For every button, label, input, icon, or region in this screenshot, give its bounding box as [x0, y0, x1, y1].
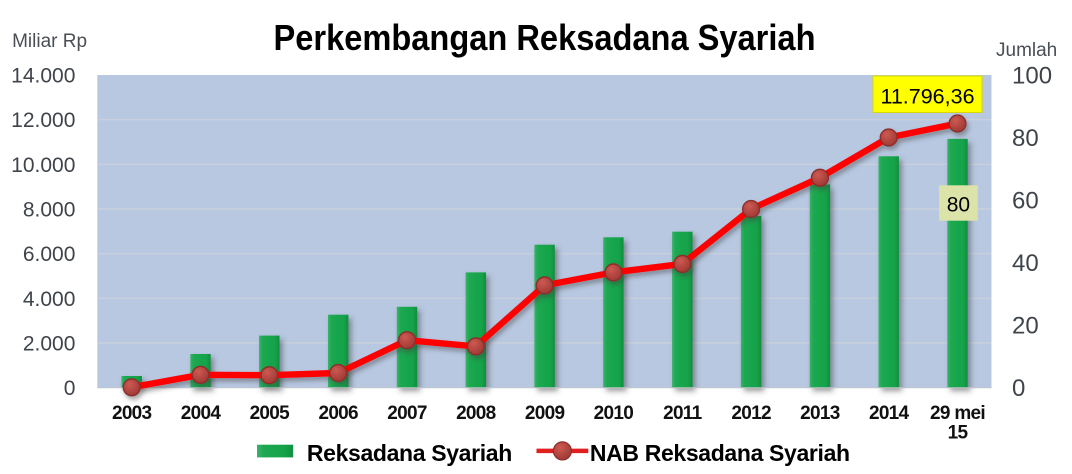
- svg-text:2009: 2009: [525, 403, 565, 424]
- svg-text:12.000: 12.000: [11, 109, 75, 132]
- svg-text:2011: 2011: [663, 403, 703, 424]
- svg-text:2003: 2003: [112, 403, 152, 424]
- svg-text:2014: 2014: [869, 403, 910, 424]
- svg-text:NAB Reksadana Syariah: NAB Reksadana Syariah: [590, 440, 850, 466]
- svg-text:2005: 2005: [250, 403, 291, 424]
- svg-text:2010: 2010: [594, 403, 634, 424]
- svg-text:2.000: 2.000: [23, 332, 76, 355]
- svg-text:Miliar Rp: Miliar Rp: [12, 31, 87, 52]
- svg-text:60: 60: [1012, 187, 1039, 214]
- svg-text:2006: 2006: [318, 403, 358, 424]
- svg-text:11.796,36: 11.796,36: [880, 85, 974, 109]
- svg-text:80: 80: [1012, 125, 1039, 152]
- svg-text:Jumlah: Jumlah: [996, 40, 1057, 61]
- svg-text:Reksadana Syariah: Reksadana Syariah: [307, 440, 512, 466]
- svg-text:2004: 2004: [181, 403, 222, 424]
- svg-text:2007: 2007: [387, 403, 427, 424]
- svg-text:20: 20: [1012, 313, 1039, 340]
- svg-text:2013: 2013: [800, 403, 840, 424]
- svg-text:15: 15: [948, 423, 969, 444]
- svg-text:100: 100: [1012, 62, 1052, 89]
- svg-text:40: 40: [1012, 250, 1039, 277]
- svg-text:10.000: 10.000: [11, 154, 75, 177]
- svg-text:0: 0: [64, 377, 76, 400]
- svg-text:8.000: 8.000: [23, 199, 76, 222]
- svg-text:0: 0: [1012, 375, 1025, 402]
- svg-text:80: 80: [947, 193, 970, 216]
- svg-text:6.000: 6.000: [23, 243, 76, 266]
- svg-text:29 mei: 29 mei: [930, 403, 985, 424]
- svg-text:2012: 2012: [731, 403, 771, 424]
- svg-text:Perkembangan Reksadana Syariah: Perkembangan Reksadana Syariah: [274, 17, 816, 58]
- svg-text:14.000: 14.000: [11, 65, 75, 88]
- svg-text:2008: 2008: [456, 403, 496, 424]
- svg-text:4.000: 4.000: [23, 288, 76, 311]
